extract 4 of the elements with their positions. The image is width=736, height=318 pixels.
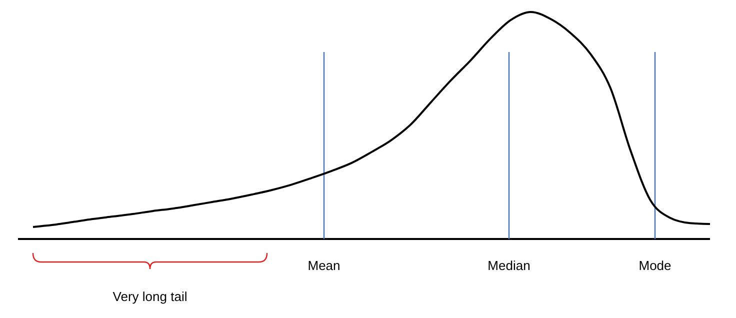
text: Mean	[308, 258, 340, 273]
text: Very long tail	[112, 289, 188, 304]
text: Mode	[638, 258, 672, 273]
text: Median	[488, 258, 530, 273]
